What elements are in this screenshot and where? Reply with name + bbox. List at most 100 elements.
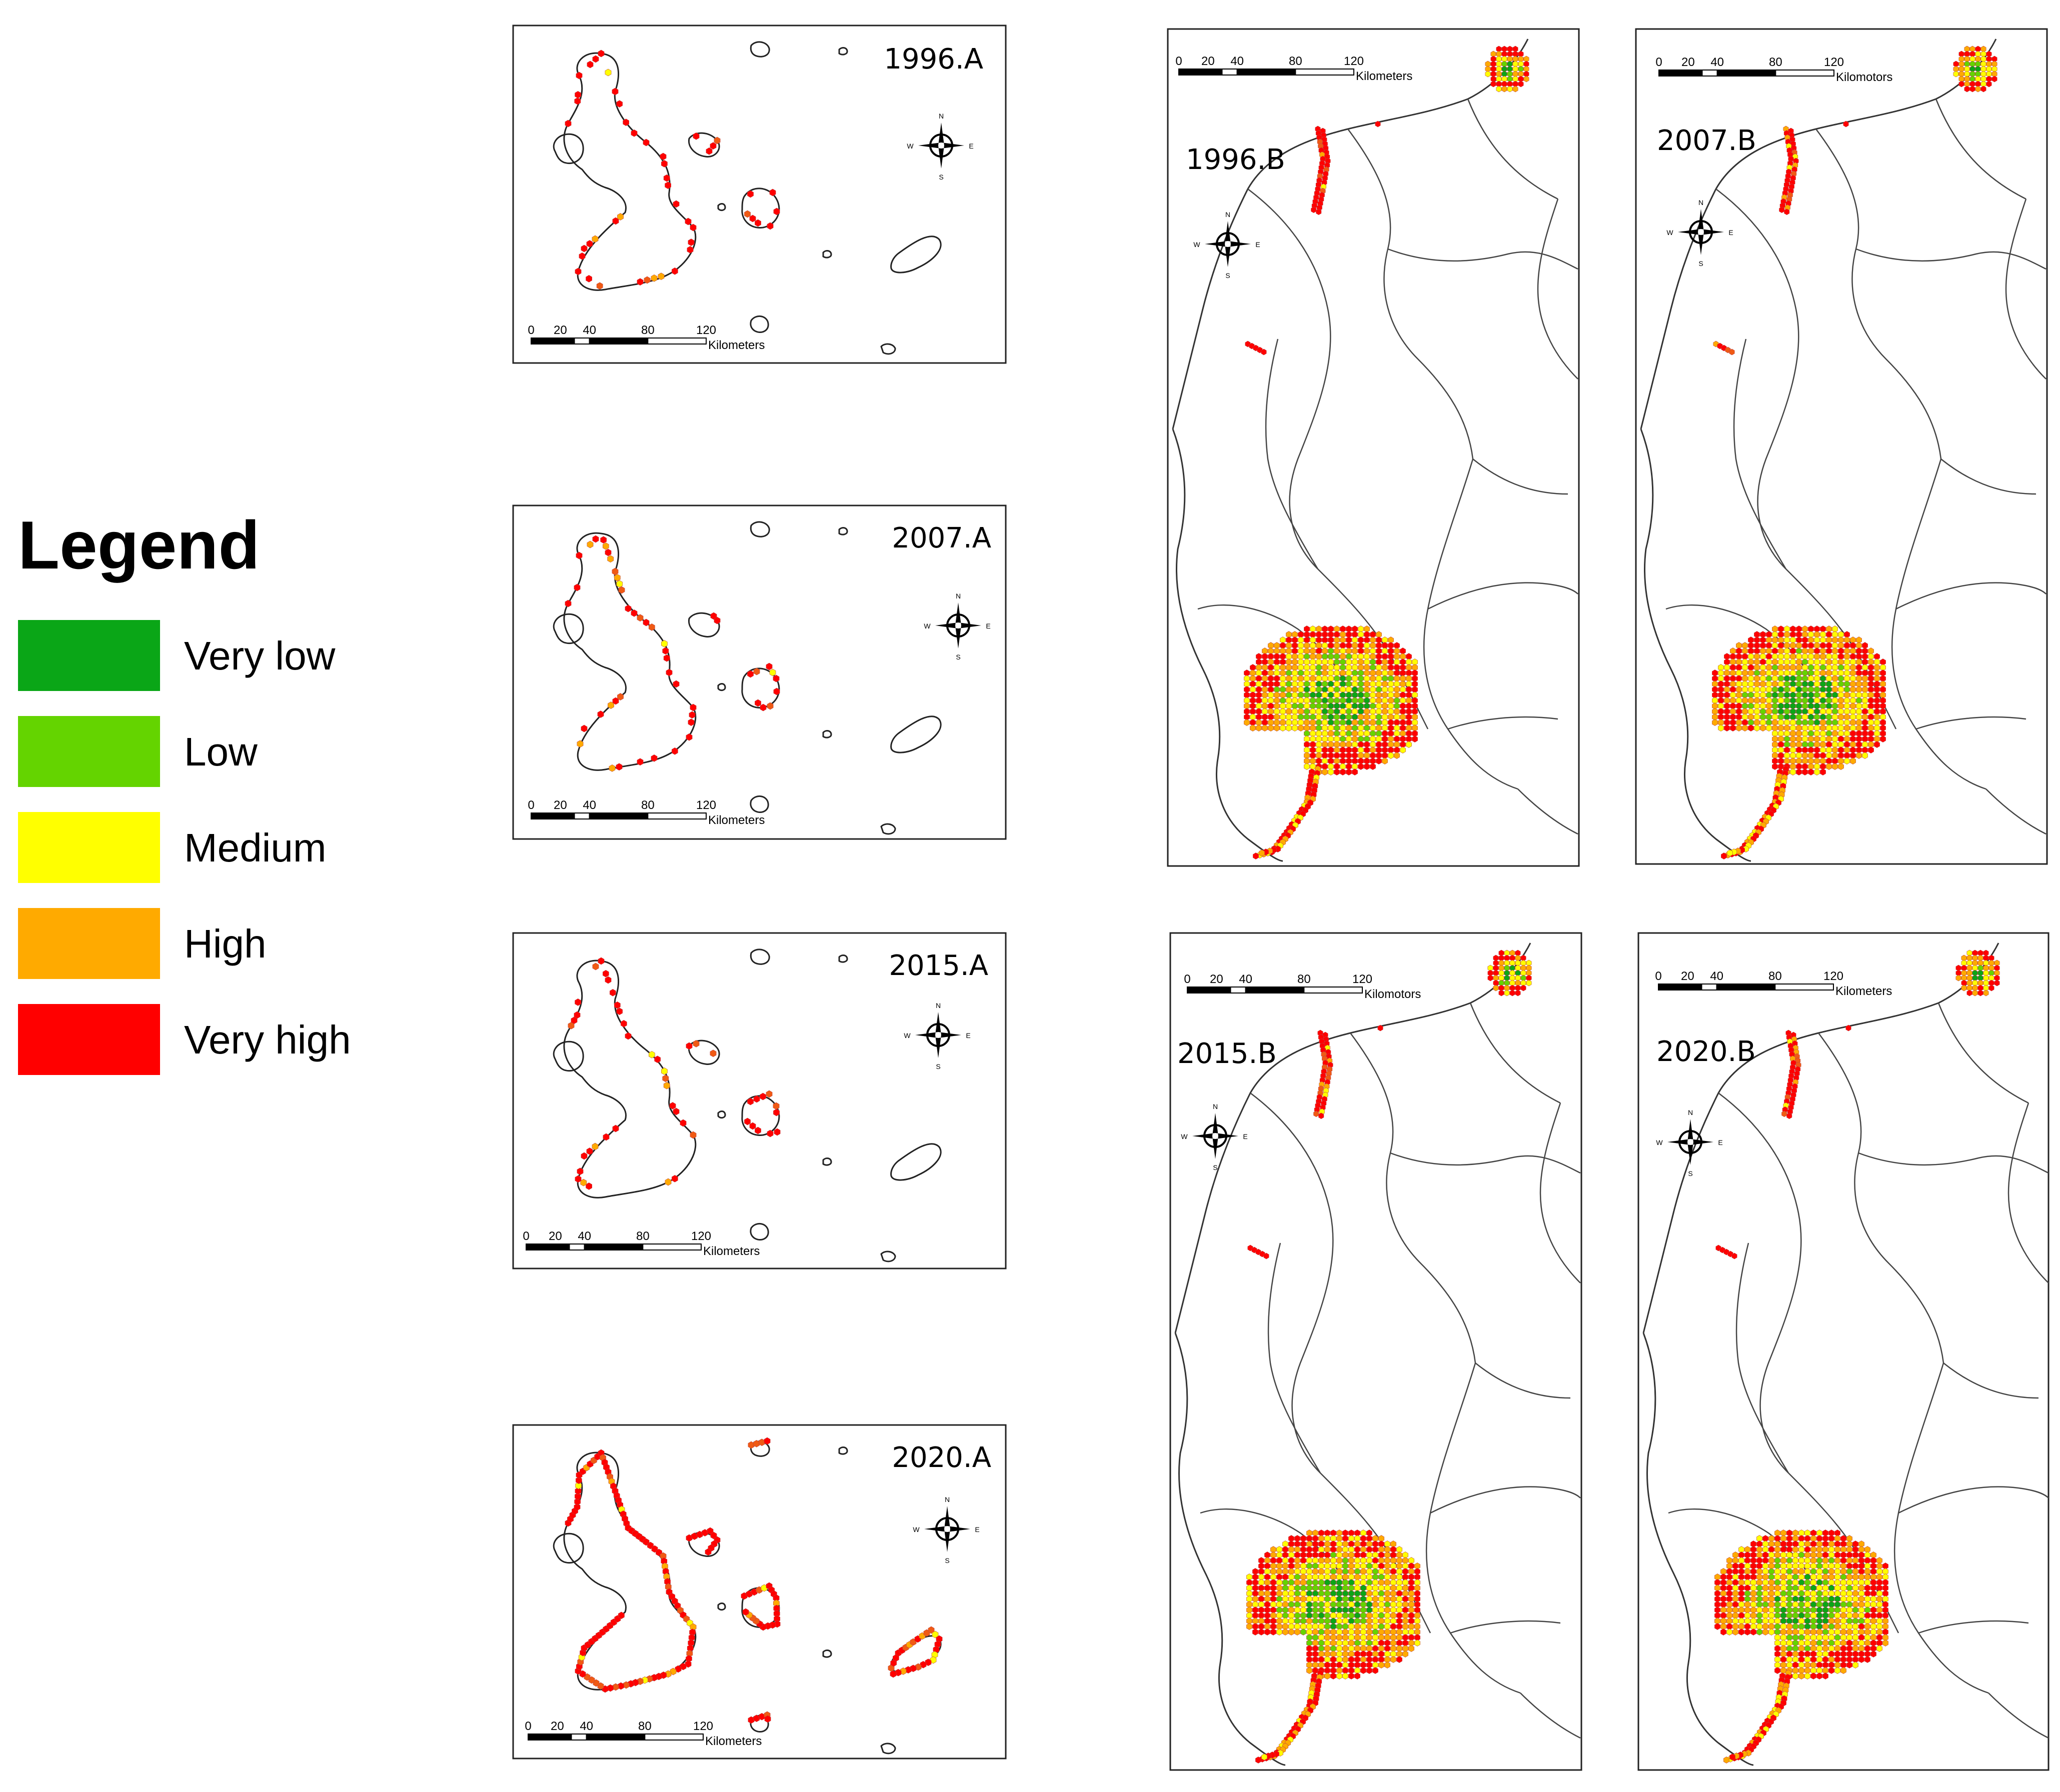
risk-cell — [592, 962, 599, 970]
scale-unit-label: Kilometers — [708, 338, 765, 352]
risk-cell — [592, 235, 599, 243]
risk-cell — [774, 1128, 781, 1136]
risk-cell — [637, 278, 644, 286]
risk-cell — [1334, 768, 1340, 776]
risk-cell — [1244, 719, 1250, 726]
scale-tick-label: 40 — [580, 1720, 593, 1733]
risk-cell — [661, 160, 668, 168]
scale-tick-label: 40 — [1239, 972, 1252, 986]
scale-tick-label: 80 — [1768, 970, 1782, 983]
risk-cell — [1322, 768, 1328, 776]
risk-cell — [675, 1665, 682, 1673]
risk-cell — [747, 1098, 754, 1106]
risk-cell — [925, 1658, 932, 1666]
map-label-2020-b: 2020.B — [1656, 1036, 1756, 1068]
risk-cell — [1526, 980, 1532, 986]
risk-cell — [616, 580, 623, 588]
compass-label-e: E — [1718, 1138, 1722, 1146]
legend-swatch-very-low — [18, 620, 160, 691]
risk-cell — [612, 1124, 619, 1132]
map-panel-2015-b: 2015.B N S E W 0 20 40 80 120 Kilomotors — [1169, 932, 1582, 1771]
legend-item-very-high: Very high — [18, 1004, 398, 1075]
risk-cell — [616, 1008, 623, 1016]
risk-cell — [710, 1532, 717, 1540]
legend-item-very-low: Very low — [18, 620, 398, 691]
risk-cell — [1328, 768, 1334, 776]
risk-cell — [612, 88, 619, 96]
risk-cell — [1375, 120, 1381, 128]
risk-cell — [1742, 724, 1748, 732]
risk-cell — [1358, 763, 1364, 770]
compass-label-w: W — [1181, 1132, 1188, 1140]
scale-tick-label: 20 — [1201, 54, 1215, 68]
risk-cell — [669, 1102, 676, 1110]
risk-cell — [603, 542, 609, 550]
risk-cell — [710, 612, 717, 620]
risk-cell — [1507, 86, 1513, 92]
compass-label-e: E — [1255, 240, 1260, 248]
risk-cell — [1961, 984, 1967, 992]
risk-cell — [773, 208, 780, 216]
legend-label-medium: Medium — [184, 826, 327, 870]
risk-cell — [672, 1174, 678, 1182]
risk-cell — [1412, 736, 1418, 742]
risk-cell — [1748, 724, 1754, 732]
scale-tick-label: 0 — [1184, 972, 1190, 986]
risk-cell — [587, 60, 594, 68]
risk-cell — [603, 970, 609, 978]
compass-label-s: S — [939, 173, 943, 181]
risk-cell — [673, 680, 680, 688]
risk-cell — [625, 604, 632, 612]
compass-rose-icon: N S E W — [924, 592, 990, 661]
risk-cell — [766, 1090, 773, 1098]
risk-cell — [623, 118, 629, 126]
risk-cell — [576, 552, 583, 560]
risk-cell — [654, 1056, 661, 1064]
scale-tick-label: 40 — [583, 798, 596, 812]
scale-tick-label: 80 — [641, 324, 655, 337]
scale-tick-label: 20 — [554, 798, 567, 812]
risk-cell — [1259, 850, 1265, 856]
risk-cell — [1400, 746, 1406, 754]
risk-cell — [1796, 768, 1802, 776]
risk-cell — [714, 616, 721, 624]
legend-item-medium: Medium — [18, 812, 398, 883]
risk-cell — [749, 1122, 756, 1130]
risk-cell — [1955, 974, 1961, 982]
risk-cell — [1975, 86, 1981, 92]
map-label-1996-b: 1996.B — [1186, 144, 1285, 176]
risk-cell — [773, 674, 780, 682]
legend-item-low: Low — [18, 716, 398, 787]
risk-cell — [928, 1626, 935, 1634]
risk-cell — [688, 718, 695, 726]
risk-cell — [680, 1662, 687, 1670]
risk-cell — [616, 100, 623, 108]
legend-swatch-high — [18, 908, 160, 979]
risk-cell — [592, 535, 599, 543]
scale-tick-label: 20 — [551, 1720, 564, 1733]
risk-cell — [649, 623, 655, 631]
risk-cell — [605, 68, 612, 76]
risk-cell — [1523, 76, 1529, 82]
risk-cell — [658, 272, 665, 280]
risk-cells — [565, 1437, 943, 1724]
risk-cell — [764, 1715, 771, 1723]
risk-cell — [1504, 990, 1510, 996]
risk-cell — [618, 1682, 624, 1690]
risk-cell — [1318, 1112, 1324, 1120]
risk-cell — [706, 147, 713, 155]
risk-cell — [586, 1148, 593, 1155]
risk-cell — [609, 764, 616, 772]
compass-label-w: W — [1193, 240, 1200, 248]
scale-tick-label: 0 — [528, 798, 534, 812]
risk-cell — [1406, 741, 1412, 748]
risk-cell — [651, 754, 658, 762]
risk-cell — [760, 704, 767, 712]
scale-tick-label: 0 — [525, 1720, 531, 1733]
risk-cell — [1808, 768, 1814, 776]
risk-cell — [693, 132, 700, 140]
compass-label-w: W — [907, 142, 914, 150]
risk-cell — [661, 640, 668, 648]
